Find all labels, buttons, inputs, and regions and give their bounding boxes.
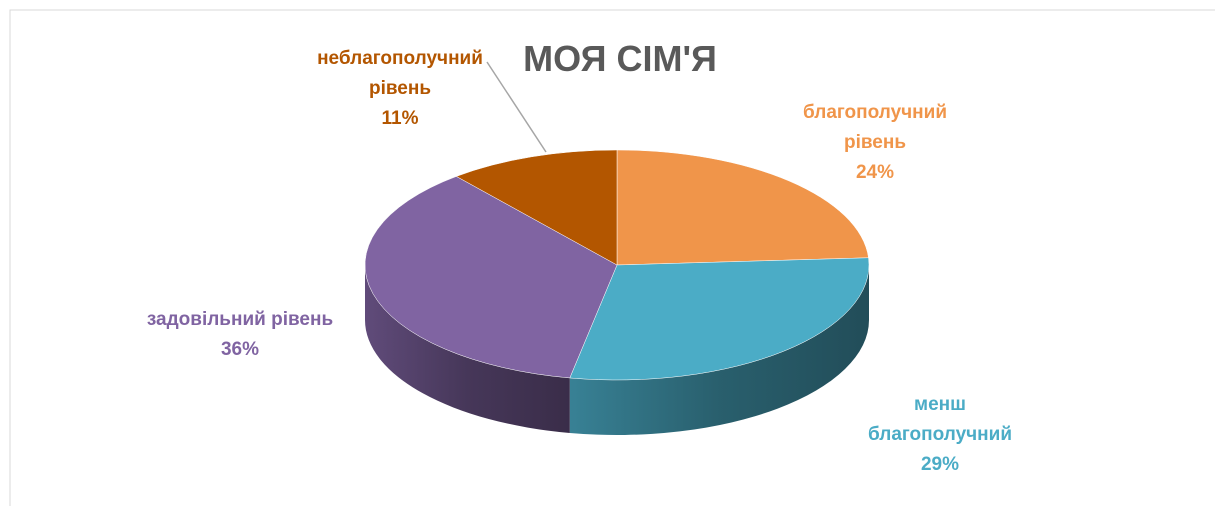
pie-slice xyxy=(616,149,869,266)
slice-side xyxy=(365,265,570,433)
slice-label: менш благополучний xyxy=(867,394,1013,445)
chart-title: МОЯ СІМ'Я xyxy=(523,38,717,79)
slice-value-label: 29% xyxy=(920,454,960,475)
slice-label: неблагополучний рівень xyxy=(317,48,483,99)
frame xyxy=(9,9,1215,506)
slice-side xyxy=(569,265,869,436)
pie-slice xyxy=(364,176,618,379)
leader-line xyxy=(486,61,547,153)
slice-value-label: 24% xyxy=(855,162,895,183)
pie-slice xyxy=(569,257,870,381)
slice-value-label: 36% xyxy=(220,339,260,360)
slice-label: благополучний рівень xyxy=(802,102,948,153)
slice-label: задовільний рівень xyxy=(146,309,334,330)
slice-value-label: 11% xyxy=(381,108,419,129)
pie-slice xyxy=(455,149,618,266)
